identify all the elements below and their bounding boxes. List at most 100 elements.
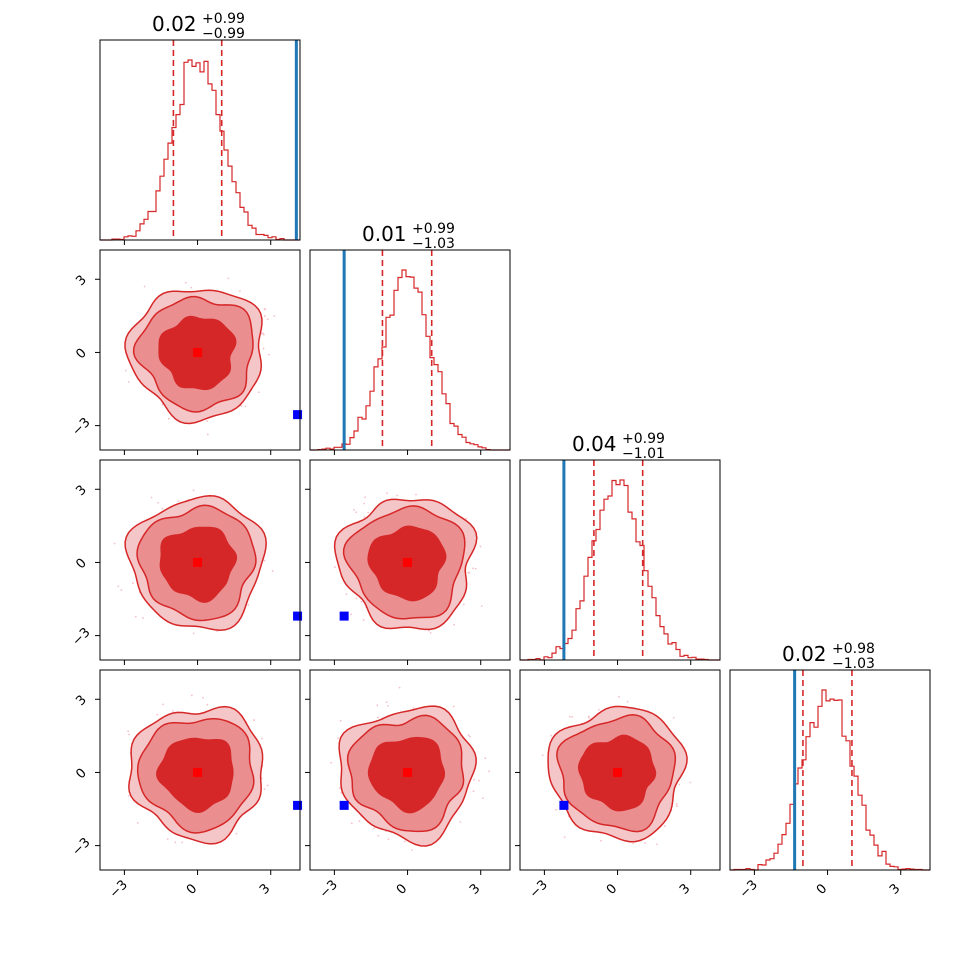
scatter-point [184,281,187,284]
scatter-point [261,737,263,740]
scatter-point [403,840,406,843]
scatter-point [353,508,355,511]
scatter-point [663,825,666,827]
scatter-point [398,686,401,689]
scatter-point [127,380,130,383]
scatter-point [411,849,413,851]
scatter-point [190,694,193,697]
scatter-point [350,613,353,616]
scatter-point [268,353,270,356]
scatter-point [261,332,264,335]
scatter-point [644,842,646,844]
scatter-point [161,403,164,406]
joint-panel-0-2: −3 0 3 [69,459,303,665]
y-tick-label: 0 [73,766,89,782]
scatter-point [360,600,363,603]
scatter-point [264,308,267,310]
truth-marker [339,800,349,810]
panel-frame [99,459,301,661]
scatter-point [216,630,219,633]
truth-marker [293,800,303,810]
median-marker [613,767,623,777]
x-tick-label: −3 [527,877,551,901]
joint-content-0-3 [127,694,269,845]
scatter-point [253,719,255,721]
scatter-point [472,790,475,793]
scatter-point [617,695,620,698]
marginal-panel-3: 0.02 +0.98−1.03 −3 0 3 [729,641,931,902]
scatter-point [206,420,209,423]
scatter-point [257,391,260,394]
joint-content-1-2 [333,492,483,634]
median-marker [193,767,203,777]
scatter-point [588,717,590,719]
panel-frame [519,459,721,661]
scatter-point [587,715,590,718]
panel-frame [99,669,301,871]
scatter-point [174,841,177,844]
scatter-point [127,794,130,797]
scatter-point [364,496,367,499]
marginal-title-minus-3: −1.03 [832,656,875,672]
scatter-point [358,820,361,823]
scatter-point [177,500,180,502]
scatter-point [459,821,462,823]
scatter-point [676,805,678,807]
panel-frame [309,459,511,661]
x-tick-label: 0 [184,881,200,897]
marginal-title-plus-3: +0.98 [832,641,875,657]
scatter-point [350,822,353,825]
scatter-point [571,715,574,718]
scatter-point [672,716,675,719]
scatter-point [550,734,553,737]
scatter-point [467,571,470,574]
scatter-point [263,559,266,562]
scatter-point [600,839,602,842]
scatter-point [372,827,375,830]
panel-frame [309,249,511,451]
x-tick-label: 3 [257,881,273,897]
panel-frame [519,669,721,871]
scatter-point [626,700,629,703]
x-tick-label: 0 [394,881,410,897]
scatter-point [262,347,265,350]
scatter-point [387,704,390,707]
scatter-point [597,708,600,711]
histogram-2 [520,479,720,661]
scatter-point [355,597,358,600]
scatter-point [632,842,635,845]
x-tick-label: 0 [604,881,620,897]
scatter-point [244,405,247,408]
scatter-point [240,404,243,407]
histogram-0 [100,59,300,241]
y-tick-label: 3 [73,693,89,709]
scatter-point [136,822,139,824]
scatter-point [181,841,183,844]
scatter-point [452,705,455,708]
scatter-point [192,489,195,492]
scatter-point [478,779,480,782]
marginal-title-1: 0.01 [362,222,407,246]
scatter-point [473,778,475,781]
scatter-point [453,623,455,626]
scatter-point [340,792,343,794]
x-tick-label: 0 [814,881,830,897]
joint-panel-1-3: −3 0 3 [305,669,511,902]
marginal-panel-2: 0.04 +0.99−1.01 [519,431,721,665]
median-marker [193,557,203,567]
scatter-point [474,567,477,570]
truth-marker [339,611,349,621]
scatter-point [190,286,193,289]
scatter-point [541,754,544,757]
x-tick-label: 3 [467,881,483,897]
median-marker [403,767,413,777]
scatter-point [172,710,174,712]
scatter-point [263,788,266,791]
scatter-point [330,761,333,764]
scatter-point [479,545,482,548]
joint-content-0-1 [124,277,276,436]
joint-content-1-3 [330,686,491,851]
scatter-point [362,619,365,621]
scatter-point [227,277,230,280]
